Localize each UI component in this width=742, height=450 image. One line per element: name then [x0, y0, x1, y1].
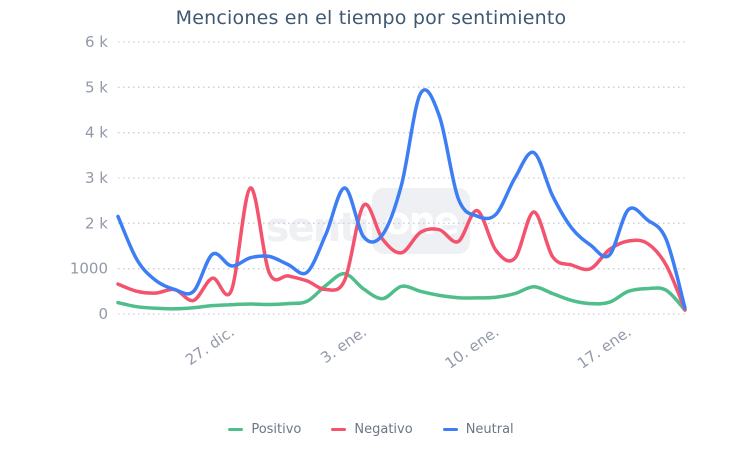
series-line-positivo: [116, 271, 687, 312]
x-tick-label: 10. ene.: [442, 323, 503, 373]
legend-label-neutral: Neutral: [465, 422, 514, 437]
legend-swatch-positivo: [228, 427, 244, 432]
legend-swatch-neutral: [442, 427, 458, 432]
y-tick-label: 3 k: [85, 169, 108, 187]
chart-legend: Positivo Negativo Neutral: [0, 422, 742, 437]
y-tick-label: 0: [98, 305, 108, 323]
y-tick-label: 6 k: [85, 33, 108, 51]
x-tick-label: 27. dic.: [182, 323, 238, 369]
x-tick-label: 3. ene.: [317, 323, 370, 367]
y-tick-label: 2 k: [85, 214, 108, 232]
series-line-neutral: [116, 88, 687, 310]
legend-label-positivo: Positivo: [251, 422, 302, 437]
legend-item-positivo[interactable]: Positivo: [228, 422, 301, 437]
legend-item-neutral[interactable]: Neutral: [442, 422, 514, 437]
x-tick-label: 17. ene.: [574, 323, 635, 373]
legend-label-negativo: Negativo: [354, 422, 413, 437]
y-tick-label: 4 k: [85, 124, 108, 142]
legend-item-negativo[interactable]: Negativo: [331, 422, 413, 437]
series-line-negativo: [116, 186, 687, 312]
y-tick-label: 5 k: [85, 78, 108, 96]
legend-swatch-negativo: [331, 427, 347, 432]
y-tick-label: 1000: [70, 260, 108, 278]
chart-title: Menciones en el tiempo por sentimiento: [175, 7, 567, 29]
